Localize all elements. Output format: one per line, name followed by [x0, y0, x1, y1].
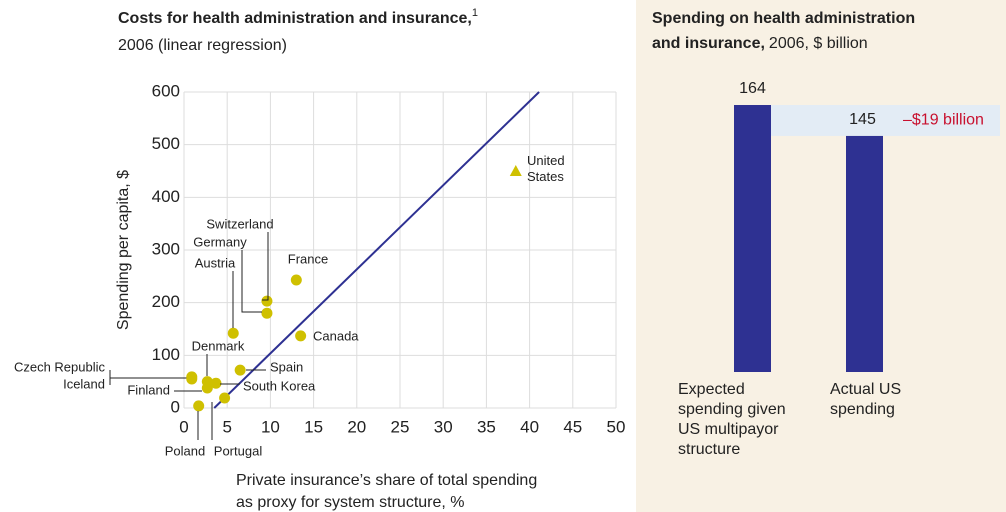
point-label: United States	[527, 153, 565, 184]
x-axis-label: Private insurance’s share of total spend…	[236, 472, 537, 489]
point-label: Finland	[127, 382, 170, 397]
x-tick-label: 30	[434, 417, 453, 436]
point-label: Portugal	[214, 443, 263, 458]
point	[193, 400, 205, 412]
y-tick-label: 600	[152, 81, 180, 100]
panel-background	[636, 0, 1006, 512]
y-tick-label: 100	[152, 345, 180, 364]
chart-title: and insurance, 2006, $ billion	[652, 35, 868, 52]
point	[295, 330, 307, 342]
x-tick-label: 45	[563, 417, 582, 436]
value-label: 145	[849, 111, 876, 128]
point-label: Iceland	[63, 376, 105, 391]
x-tick-label: 5	[222, 417, 231, 436]
category-label: Actual US spending	[830, 381, 902, 418]
x-tick-label: 0	[179, 417, 188, 436]
point	[219, 392, 231, 404]
point	[201, 382, 213, 394]
point-label: Spain	[270, 359, 303, 374]
x-tick-label: 10	[261, 417, 280, 436]
point	[186, 373, 198, 385]
point	[210, 377, 222, 389]
chart-title: Spending on health administration	[652, 10, 915, 27]
point	[261, 295, 273, 307]
x-tick-label: 20	[347, 417, 366, 436]
y-axis-label: Spending per capita, $	[115, 170, 132, 330]
leader-line	[262, 232, 269, 301]
difference-label: –$19 billion	[903, 112, 984, 129]
point-label: Denmark	[192, 338, 245, 353]
point-label: Austria	[195, 255, 236, 270]
x-tick-label: 50	[607, 417, 626, 436]
leader-line	[241, 250, 262, 313]
point-label: Czech Republic	[14, 359, 106, 374]
regression-line	[213, 91, 540, 409]
leader-line	[109, 370, 187, 385]
y-tick-label: 300	[152, 239, 180, 258]
y-tick-label: 200	[152, 292, 180, 311]
x-tick-label: 35	[477, 417, 496, 436]
x-tick-label: 25	[391, 417, 410, 436]
bar	[734, 105, 771, 373]
point-label: Canada	[313, 328, 359, 343]
point-label: Switzerland	[206, 216, 273, 231]
point	[509, 165, 522, 176]
point-label: France	[288, 251, 328, 266]
point-label: South Korea	[243, 378, 316, 393]
point-label: Germany	[193, 234, 247, 249]
bar	[846, 135, 883, 372]
y-tick-label: 400	[152, 187, 180, 206]
category-label: Expected spending given US multipayor st…	[678, 381, 786, 458]
difference-band	[771, 105, 1000, 136]
value-label: 164	[739, 80, 766, 97]
point	[234, 364, 246, 376]
chart-title: Costs for health administration and insu…	[118, 7, 478, 27]
x-tick-label: 40	[520, 417, 539, 436]
y-tick-label: 0	[171, 397, 180, 416]
x-axis-label: as proxy for system structure, %	[236, 494, 465, 511]
point	[290, 274, 302, 286]
chart-subtitle: 2006 (linear regression)	[118, 37, 287, 54]
x-tick-label: 15	[304, 417, 323, 436]
y-tick-label: 500	[152, 134, 180, 153]
point	[261, 307, 273, 319]
point	[227, 327, 239, 339]
point-label: Poland	[165, 443, 205, 458]
